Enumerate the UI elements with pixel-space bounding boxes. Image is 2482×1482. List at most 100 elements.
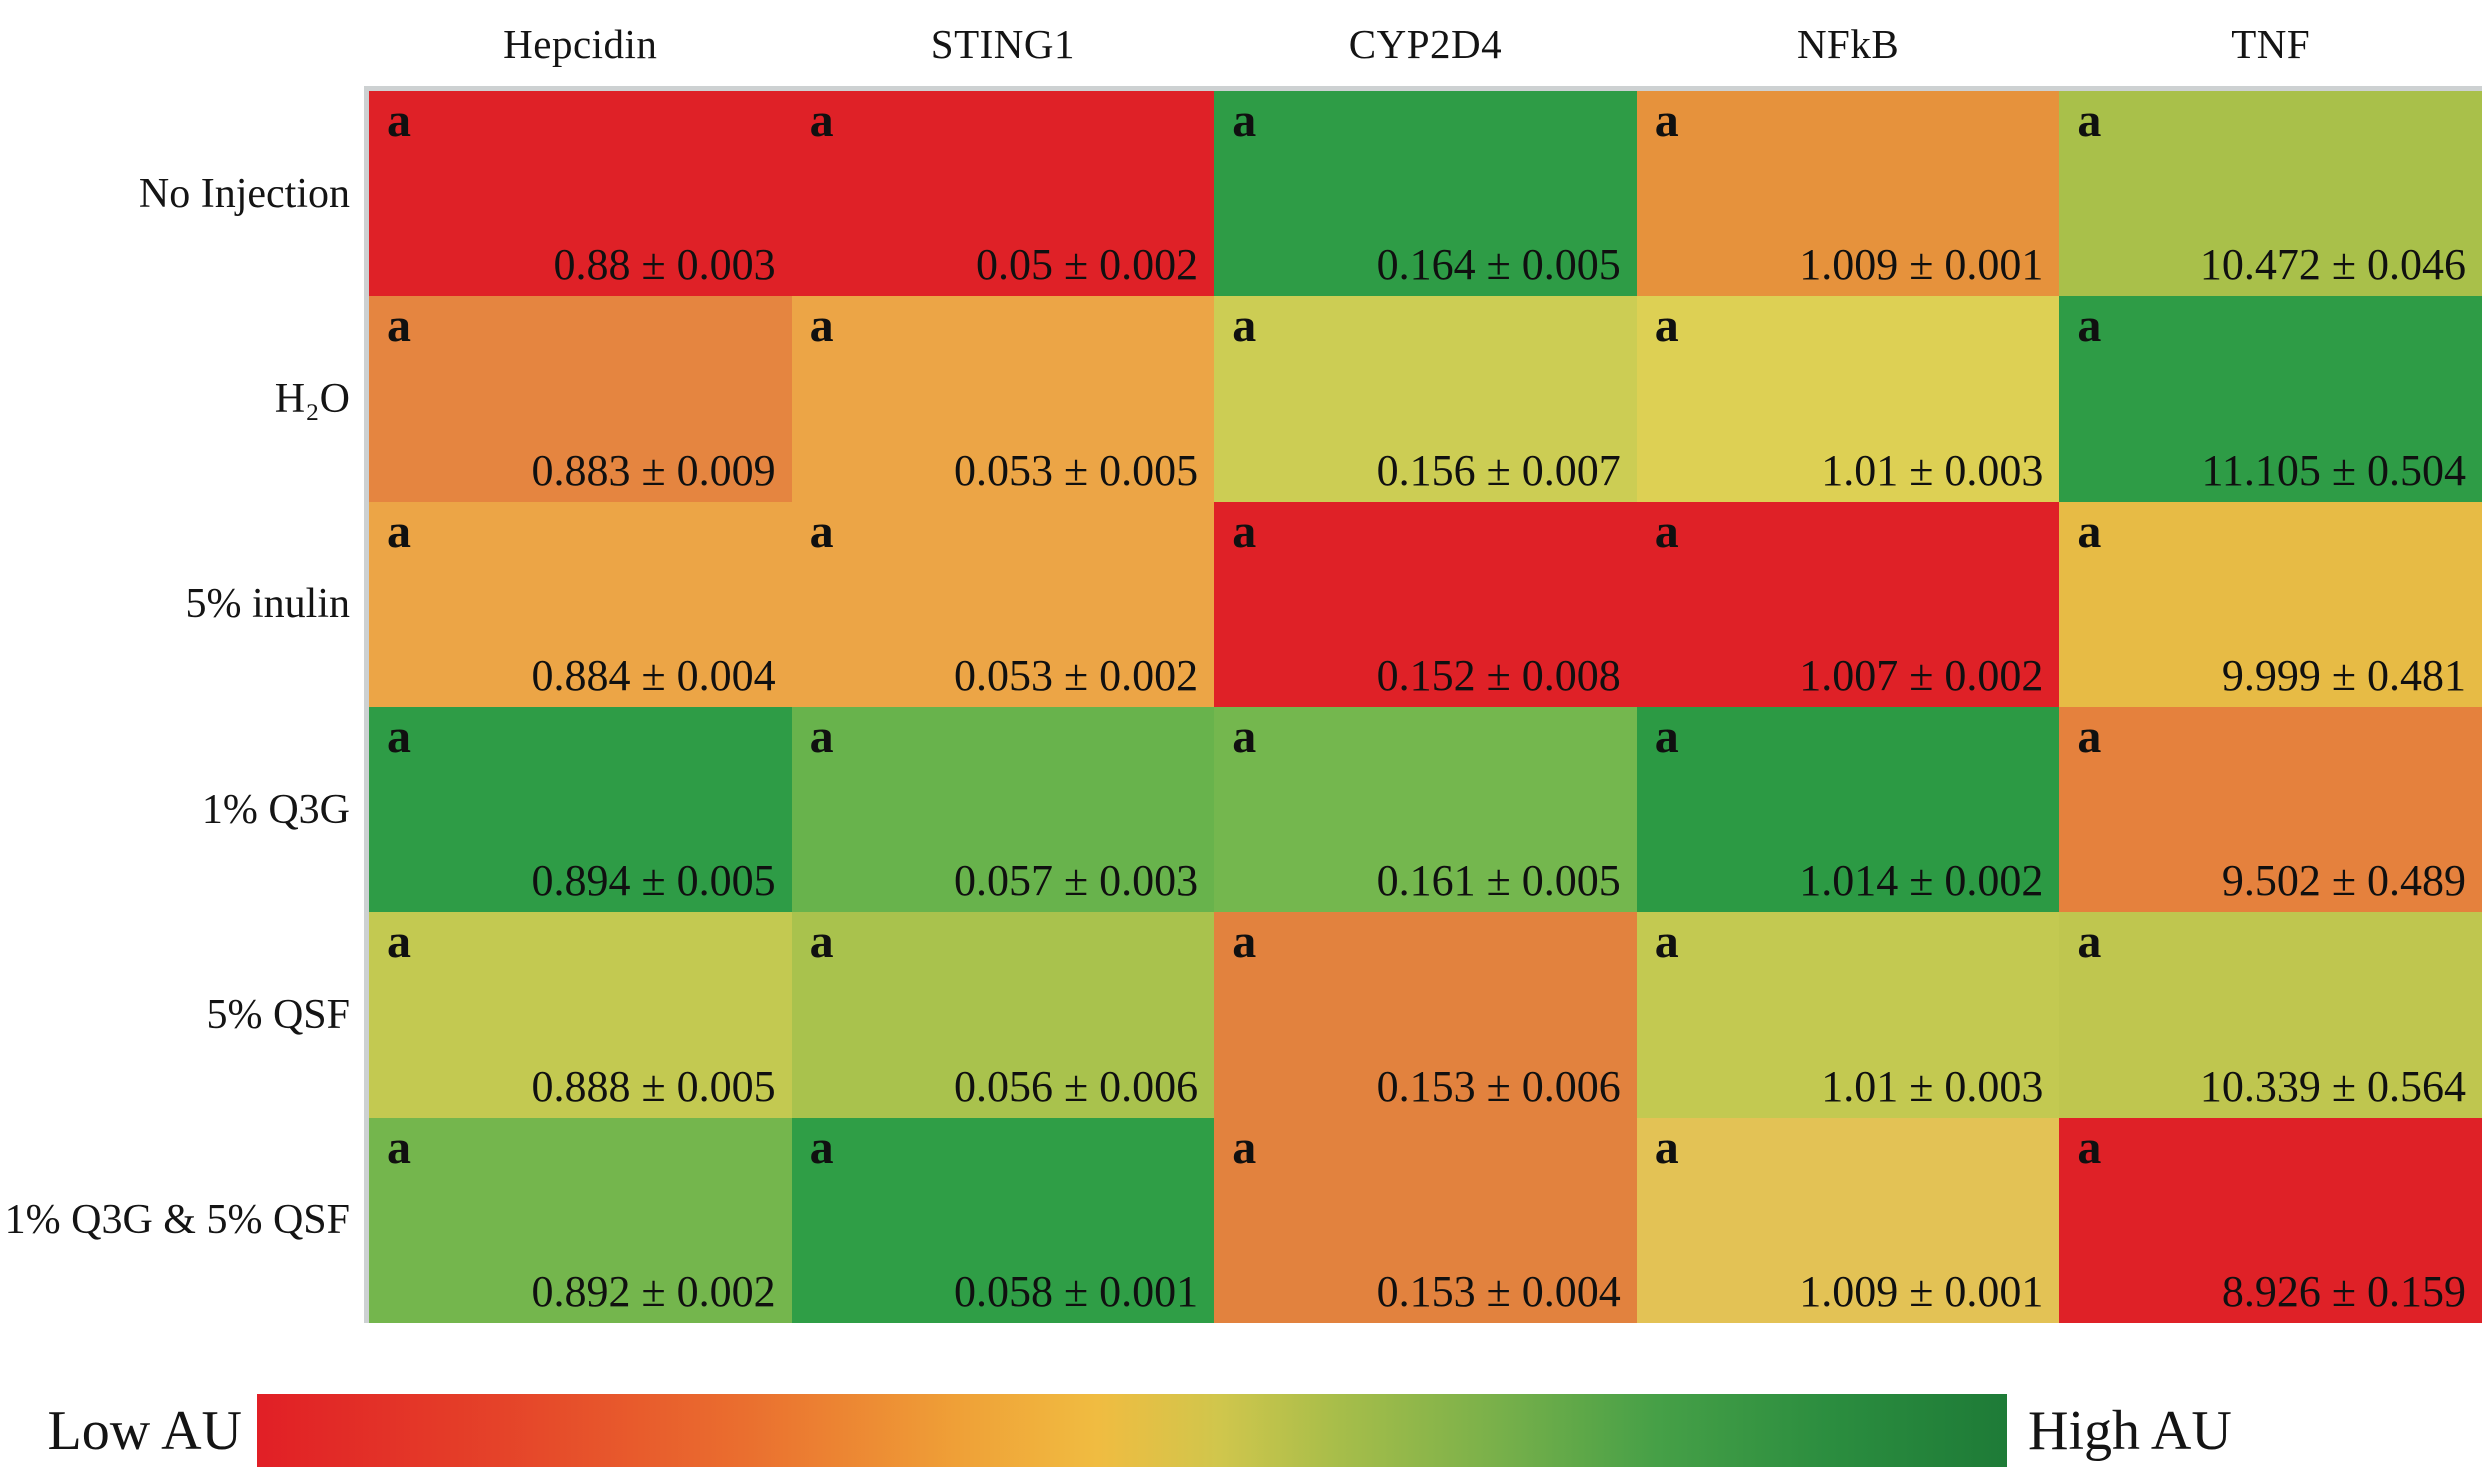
legend-low-label: Low AU — [47, 1399, 242, 1462]
row-label: 1% Q3G & 5% QSF — [4, 1197, 350, 1244]
cell-annotation: a — [387, 709, 411, 763]
cell-annotation: a — [1232, 1120, 1257, 1174]
cell-annotation: a — [809, 1120, 834, 1174]
cell-annotation: a — [1654, 1120, 1679, 1174]
column-header-nfkb: NFkB — [1796, 21, 1900, 67]
heatmap-cell: a 0.153 ± 0.004 — [1214, 1117, 1637, 1323]
cell-value: 10.472 ± 0.046 — [2199, 240, 2466, 290]
heatmap-cell: a 10.472 ± 0.046 — [2059, 91, 2482, 297]
heatmap-cell: a 0.892 ± 0.002 — [369, 1117, 792, 1323]
cell-annotation: a — [809, 94, 834, 147]
cell-value: 11.105 ± 0.504 — [2201, 445, 2466, 495]
legend-high-label: High AU — [2028, 1399, 2232, 1462]
cell-annotation: a — [1654, 299, 1679, 353]
cell-value: 0.88 ± 0.003 — [553, 240, 776, 290]
legend-gradient-bar — [257, 1394, 2007, 1467]
row-label: 5% inulin — [185, 581, 351, 628]
cell-annotation: a — [387, 504, 411, 558]
cell-annotation: a — [1232, 709, 1257, 763]
cell-value: 1.007 ± 0.002 — [1799, 650, 2044, 700]
cell-value: 1.009 ± 0.001 — [1799, 1266, 2044, 1316]
cell-annotation: a — [809, 709, 834, 763]
cell-annotation: a — [1654, 709, 1679, 763]
row-label: H₂O — [274, 375, 350, 422]
cell-value: 0.884 ± 0.004 — [531, 650, 776, 700]
heatmap-cell: a 0.888 ± 0.005 — [369, 912, 792, 1118]
cell-annotation: a — [1232, 915, 1257, 969]
heatmap-grid: a 0.88 ± 0.003 a 0.05 ± 0.002 a 0.164 ± 0.005… — [364, 86, 2482, 1323]
cell-annotation: a — [387, 94, 411, 147]
column-header-sting1: STING1 — [930, 21, 1075, 67]
cell-value: 9.999 ± 0.481 — [2221, 650, 2466, 700]
cell-annotation: a — [2077, 299, 2102, 353]
heatmap-cell: a 0.883 ± 0.009 — [369, 296, 792, 502]
cell-annotation: a — [1654, 94, 1679, 147]
heatmap-cell: a 0.152 ± 0.008 — [1214, 501, 1637, 707]
cell-value: 0.152 ± 0.008 — [1376, 650, 1621, 700]
heatmap-cell: a 0.057 ± 0.003 — [791, 706, 1215, 913]
cell-value: 0.153 ± 0.006 — [1376, 1061, 1621, 1111]
cell-annotation: a — [2077, 709, 2102, 763]
cell-value: 0.057 ± 0.003 — [954, 856, 1199, 906]
cell-value: 10.339 ± 0.564 — [2199, 1061, 2466, 1111]
cell-value: 1.01 ± 0.003 — [1821, 445, 2044, 495]
cell-value: 0.053 ± 0.002 — [954, 650, 1199, 700]
heatmap-cell: a 9.502 ± 0.489 — [2059, 706, 2482, 913]
column-header-tnf: TNF — [2231, 21, 2311, 67]
cell-value: 0.883 ± 0.009 — [531, 445, 776, 495]
heatmap-cell: a 1.009 ± 0.001 — [1636, 1117, 2060, 1323]
heatmap-cell: a 0.053 ± 0.005 — [791, 296, 1215, 502]
cell-value: 0.056 ± 0.006 — [954, 1061, 1199, 1111]
cell-annotation: a — [1232, 504, 1257, 558]
heatmap-cell: a 1.01 ± 0.003 — [1636, 296, 2060, 502]
cell-annotation: a — [2077, 1120, 2102, 1174]
heatmap-cell: a 0.05 ± 0.002 — [791, 91, 1215, 297]
heatmap-cell: a 0.88 ± 0.003 — [369, 91, 792, 297]
heatmap-cell: a 0.058 ± 0.001 — [791, 1117, 1215, 1323]
cell-value: 0.894 ± 0.005 — [531, 856, 776, 906]
heatmap-cell: a 0.053 ± 0.002 — [791, 501, 1215, 707]
heatmap-cell: a 11.105 ± 0.504 — [2059, 296, 2482, 502]
cell-annotation: a — [2077, 94, 2102, 147]
cell-annotation: a — [2077, 915, 2102, 969]
cell-value: 0.05 ± 0.002 — [976, 240, 1199, 290]
heatmap-cell: a 1.007 ± 0.002 — [1636, 501, 2060, 707]
cell-annotation: a — [1232, 94, 1257, 147]
cell-value: 0.058 ± 0.001 — [954, 1266, 1199, 1316]
heatmap-cell: a 10.339 ± 0.564 — [2059, 912, 2482, 1118]
heatmap-cell: a 1.009 ± 0.001 — [1636, 91, 2060, 297]
column-header-cyp2d4: CYP2D4 — [1348, 21, 1503, 67]
heatmap-cell: a 0.161 ± 0.005 — [1214, 706, 1637, 913]
column-header-hepcidin: Hepcidin — [503, 21, 658, 67]
cell-value: 0.164 ± 0.005 — [1376, 240, 1621, 290]
cell-value: 1.009 ± 0.001 — [1799, 240, 2044, 290]
heatmap-cell: a 0.894 ± 0.005 — [369, 706, 792, 913]
cell-annotation: a — [809, 299, 834, 353]
cell-annotation: a — [1654, 915, 1679, 969]
heatmap-cell: a 9.999 ± 0.481 — [2059, 501, 2482, 707]
cell-value: 0.156 ± 0.007 — [1376, 445, 1621, 495]
cell-annotation: a — [809, 915, 834, 969]
cell-value: 1.01 ± 0.003 — [1821, 1061, 2044, 1111]
heatmap-cell: a 8.926 ± 0.159 — [2059, 1117, 2482, 1323]
cell-value: 0.161 ± 0.005 — [1376, 856, 1621, 906]
cell-value: 0.053 ± 0.005 — [954, 445, 1199, 495]
heatmap-cell: a 0.153 ± 0.006 — [1214, 912, 1637, 1118]
heatmap-cell: a 1.01 ± 0.003 — [1636, 912, 2060, 1118]
cell-annotation: a — [809, 504, 834, 558]
cell-annotation: a — [387, 915, 411, 969]
cell-value: 0.153 ± 0.004 — [1376, 1266, 1621, 1316]
cell-annotation: a — [2077, 504, 2102, 558]
cell-annotation: a — [387, 299, 411, 353]
heatmap-cell: a 0.156 ± 0.007 — [1214, 296, 1637, 502]
heatmap-cell: a 0.884 ± 0.004 — [369, 501, 792, 707]
heatmap-cell: a 1.014 ± 0.002 — [1636, 706, 2060, 913]
heatmap-cell: a 0.164 ± 0.005 — [1214, 91, 1637, 297]
column-headers: Hepcidin STING1 CYP2D4 NFkB TNF — [369, 0, 2482, 88]
cell-value: 8.926 ± 0.159 — [2221, 1266, 2466, 1316]
cell-annotation: a — [387, 1120, 411, 1174]
cell-value: 1.014 ± 0.002 — [1799, 856, 2044, 906]
row-label: No Injection — [138, 170, 350, 217]
cell-annotation: a — [1654, 504, 1679, 558]
